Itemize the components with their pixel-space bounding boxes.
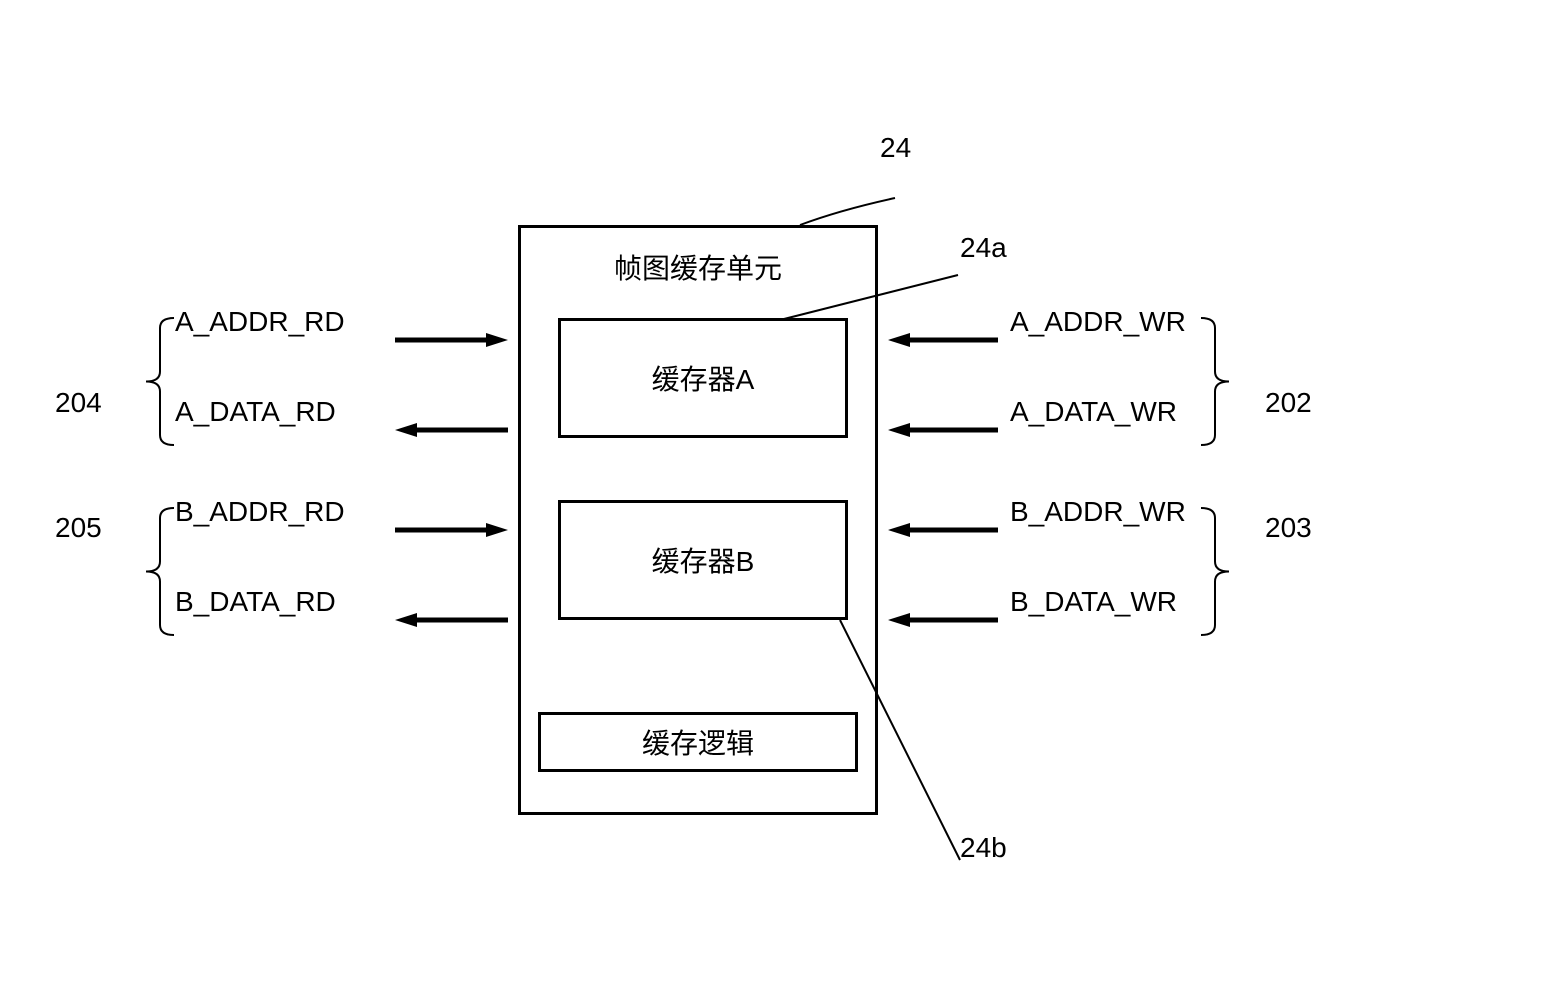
buffer-b-label: 缓存器B [652,540,755,580]
diagram-stage: 帧图缓存单元 缓存器A 缓存器B 缓存逻辑 A_ADDR_RD A_DATA_R… [0,0,1567,987]
signal-a-addr-wr: A_ADDR_WR [1010,306,1186,338]
frame-buffer-unit-title: 帧图缓存单元 [518,247,878,287]
signal-b-addr-rd: B_ADDR_RD [175,496,345,528]
signal-a-data-wr: A_DATA_WR [1010,396,1177,428]
cache-logic-box: 缓存逻辑 [538,712,858,772]
ref-203: 203 [1265,512,1312,544]
signal-b-data-wr: B_DATA_WR [1010,586,1177,618]
buffer-a-label: 缓存器A [652,358,755,398]
ref-205: 205 [55,512,102,544]
ref-202: 202 [1265,387,1312,419]
buffer-b-box: 缓存器B [558,500,848,620]
ref-24b: 24b [960,832,1007,864]
signal-b-data-rd: B_DATA_RD [175,586,336,618]
ref-24a: 24a [960,232,1007,264]
signal-a-data-rd: A_DATA_RD [175,396,336,428]
cache-logic-label: 缓存逻辑 [642,722,754,762]
ref-204: 204 [55,387,102,419]
signal-b-addr-wr: B_ADDR_WR [1010,496,1186,528]
signal-a-addr-rd: A_ADDR_RD [175,306,345,338]
ref-24: 24 [880,132,911,164]
buffer-a-box: 缓存器A [558,318,848,438]
